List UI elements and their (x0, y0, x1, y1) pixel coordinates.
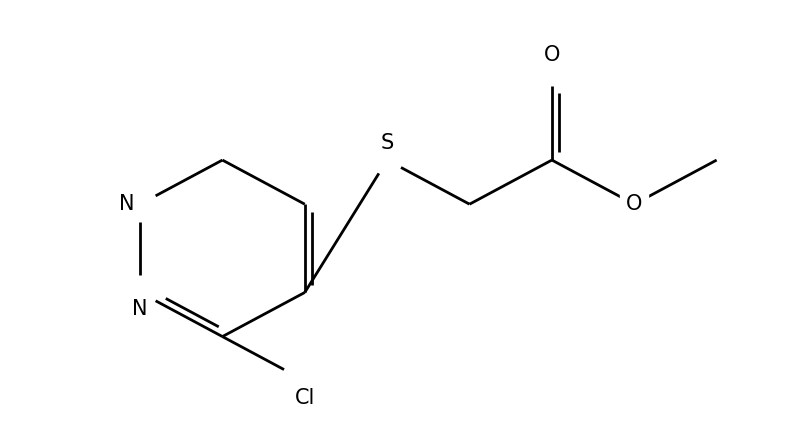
Text: N: N (118, 194, 134, 214)
Text: O: O (544, 45, 560, 65)
Text: N: N (132, 299, 148, 319)
Text: O: O (626, 194, 642, 214)
Text: S: S (381, 133, 393, 153)
Text: Cl: Cl (295, 388, 315, 407)
